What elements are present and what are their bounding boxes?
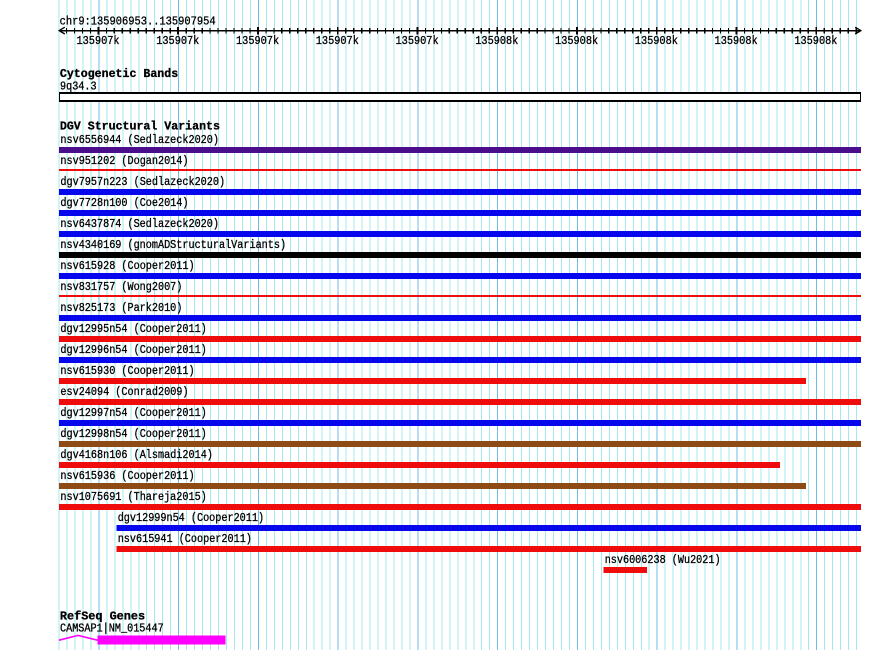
- svg-text:dgv7957n223 (Sedlazeck2020): dgv7957n223 (Sedlazeck2020): [60, 176, 225, 189]
- svg-text:135908k: 135908k: [794, 35, 837, 48]
- svg-text:nsv951202 (Dogan2014): nsv951202 (Dogan2014): [60, 155, 188, 168]
- svg-text:dgv12998n54 (Cooper2011): dgv12998n54 (Cooper2011): [60, 428, 206, 441]
- svg-text:dgv12997n54 (Cooper2011): dgv12997n54 (Cooper2011): [60, 407, 206, 420]
- svg-text:nsv6437874 (Sedlazeck2020): nsv6437874 (Sedlazeck2020): [60, 218, 219, 231]
- svg-text:nsv831757 (Wong2007): nsv831757 (Wong2007): [60, 281, 182, 294]
- svg-text:chr9:135906953..135907954: chr9:135906953..135907954: [60, 16, 216, 29]
- svg-text:nsv1075691 (Thareja2015): nsv1075691 (Thareja2015): [60, 491, 206, 504]
- svg-text:DGV Structural Variants: DGV Structural Variants: [60, 120, 220, 134]
- svg-text:9q34.3: 9q34.3: [60, 80, 97, 93]
- svg-text:esv24094 (Conrad2009): esv24094 (Conrad2009): [60, 386, 188, 399]
- svg-text:nsv615941 (Cooper2011): nsv615941 (Cooper2011): [118, 533, 252, 546]
- svg-text:dgv7728n100 (Coe2014): dgv7728n100 (Coe2014): [60, 197, 188, 210]
- svg-text:Cytogenetic Bands: Cytogenetic Bands: [60, 67, 178, 81]
- svg-text:dgv12999n54 (Cooper2011): dgv12999n54 (Cooper2011): [118, 512, 264, 525]
- svg-text:135907k: 135907k: [156, 35, 199, 48]
- svg-text:135908k: 135908k: [715, 35, 758, 48]
- svg-text:nsv615930 (Cooper2011): nsv615930 (Cooper2011): [60, 365, 194, 378]
- svg-text:135907k: 135907k: [236, 35, 279, 48]
- svg-text:nsv6556944 (Sedlazeck2020): nsv6556944 (Sedlazeck2020): [60, 134, 219, 147]
- svg-text:nsv825173 (Park2010): nsv825173 (Park2010): [60, 302, 182, 315]
- svg-text:135907k: 135907k: [76, 35, 119, 48]
- svg-text:135908k: 135908k: [475, 35, 518, 48]
- svg-text:nsv615936 (Cooper2011): nsv615936 (Cooper2011): [60, 470, 194, 483]
- svg-text:135908k: 135908k: [555, 35, 598, 48]
- svg-text:CAMSAP1|NM_015447: CAMSAP1|NM_015447: [60, 623, 164, 636]
- svg-text:dgv12996n54 (Cooper2011): dgv12996n54 (Cooper2011): [60, 344, 206, 357]
- svg-text:dgv4168n106 (Alsmadi2014): dgv4168n106 (Alsmadi2014): [60, 449, 213, 462]
- svg-text:135908k: 135908k: [635, 35, 678, 48]
- svg-text:dgv12995n54 (Cooper2011): dgv12995n54 (Cooper2011): [60, 323, 206, 336]
- svg-text:135907k: 135907k: [316, 35, 359, 48]
- svg-text:RefSeq Genes: RefSeq Genes: [60, 609, 145, 623]
- svg-text:135907k: 135907k: [396, 35, 439, 48]
- svg-text:nsv615928 (Cooper2011): nsv615928 (Cooper2011): [60, 260, 194, 273]
- svg-text:nsv6006238 (Wu2021): nsv6006238 (Wu2021): [605, 554, 721, 567]
- svg-text:nsv4340169 (gnomADStructuralVa: nsv4340169 (gnomADStructuralVariants): [60, 239, 286, 252]
